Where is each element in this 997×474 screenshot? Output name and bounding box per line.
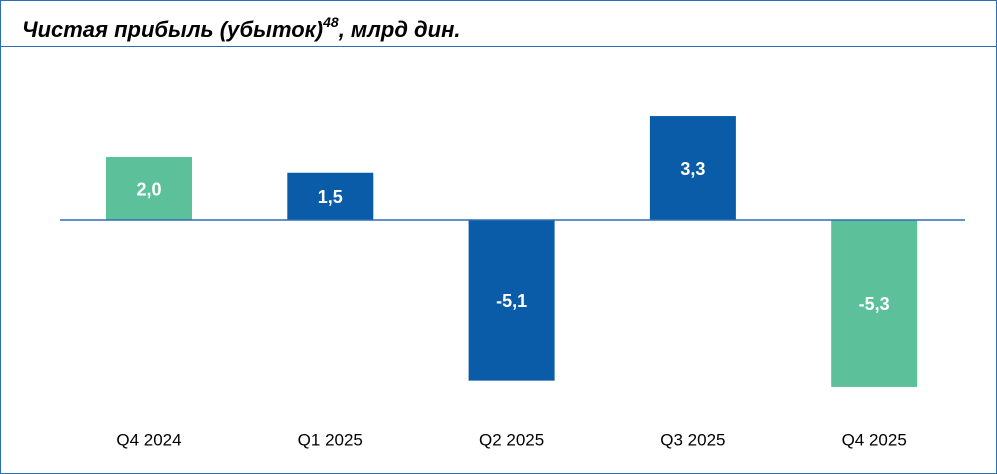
title-note: 48 — [322, 14, 339, 30]
x-tick-label: Q3 2025 — [660, 430, 725, 449]
bar — [649, 116, 736, 220]
bar — [287, 172, 374, 220]
title-main: Чистая прибыль (убыток) — [22, 17, 323, 42]
data-label: 3,3 — [680, 159, 705, 179]
data-label: 2,0 — [136, 179, 161, 199]
chart-title: Чистая прибыль (убыток)48, млрд дин. — [22, 14, 460, 42]
x-tick-label: Q4 2024 — [116, 430, 181, 449]
x-tick-label: Q1 2025 — [298, 430, 363, 449]
bar — [468, 220, 555, 381]
x-tick-label: Q4 2025 — [842, 430, 907, 449]
data-label: 1,5 — [318, 187, 343, 207]
data-label: -5,1 — [496, 291, 527, 311]
bar — [106, 157, 192, 220]
title-suffix: , млрд дин. — [338, 17, 461, 42]
data-label: -5,3 — [859, 294, 890, 314]
bar — [831, 220, 918, 387]
x-tick-label: Q2 2025 — [479, 430, 544, 449]
